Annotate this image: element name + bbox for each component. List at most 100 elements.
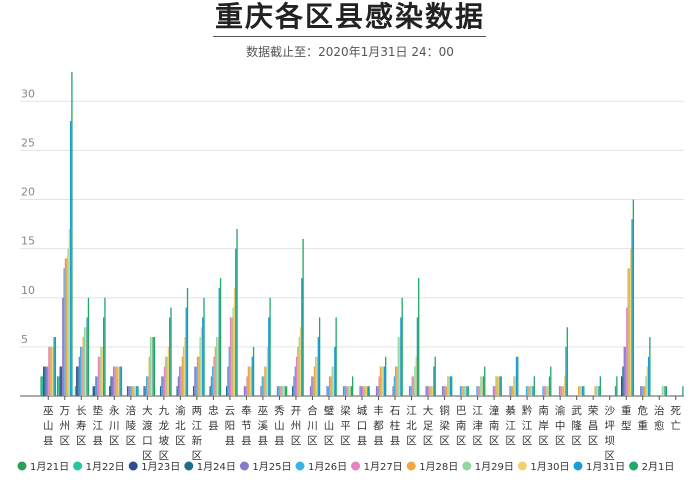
x-tick-label: 口 xyxy=(357,420,368,432)
x-tick-label: 江 xyxy=(472,405,483,417)
x-tick-label: 柱 xyxy=(390,419,401,432)
x-tick-label: 陵 xyxy=(126,420,137,432)
bar xyxy=(415,356,417,396)
bar xyxy=(583,386,585,396)
bar xyxy=(327,386,329,396)
bar xyxy=(614,386,617,396)
bar xyxy=(364,386,366,396)
bar xyxy=(529,386,532,396)
x-tick-label: 坪 xyxy=(604,419,615,432)
bar xyxy=(532,386,534,396)
bar xyxy=(210,376,213,396)
bar xyxy=(115,366,117,396)
bar xyxy=(262,376,265,396)
bar xyxy=(182,346,185,396)
legend-label: 1月31日 xyxy=(586,461,625,473)
bar xyxy=(180,366,182,396)
bar xyxy=(203,297,205,396)
bar xyxy=(318,317,321,396)
bar xyxy=(312,376,314,396)
x-tick-label: 愈 xyxy=(654,419,665,432)
x-tick-label: 坝 xyxy=(604,434,615,447)
bar xyxy=(466,386,468,396)
x-tick-label: 南 xyxy=(456,419,467,432)
x-tick-label: 区 xyxy=(126,435,137,447)
x-tick-label: 区 xyxy=(489,435,500,447)
bar xyxy=(642,386,645,396)
bar xyxy=(217,337,219,396)
bar xyxy=(400,317,402,396)
bar xyxy=(100,346,102,396)
bar xyxy=(149,337,152,396)
x-tick-label: 隆 xyxy=(571,419,582,432)
bar xyxy=(383,366,386,396)
bar xyxy=(396,366,398,396)
bar xyxy=(213,356,215,396)
x-tick-label: 梁 xyxy=(340,404,351,417)
bar xyxy=(130,386,133,396)
bar xyxy=(104,297,106,396)
x-tick-label: 山 xyxy=(43,420,54,432)
x-tick-label: 区 xyxy=(571,435,582,447)
x-tick-label: 江 xyxy=(505,420,516,432)
x-tick-label: 都 xyxy=(373,420,384,432)
x-tick-label: 南 xyxy=(538,404,549,417)
bar xyxy=(53,337,55,396)
bar xyxy=(283,386,285,396)
bar xyxy=(379,366,382,396)
bar xyxy=(459,386,462,396)
x-tick-label: 武 xyxy=(571,404,582,417)
bar xyxy=(194,366,196,396)
bar xyxy=(114,366,116,396)
bar xyxy=(378,376,380,396)
bar xyxy=(564,376,566,396)
bar xyxy=(83,327,86,396)
bar xyxy=(462,386,464,396)
x-tick-label: 中 xyxy=(555,419,566,432)
bar xyxy=(67,248,69,396)
bar xyxy=(382,366,384,396)
bar xyxy=(630,248,632,396)
bar xyxy=(110,376,112,396)
bar xyxy=(560,386,562,396)
bar xyxy=(344,386,346,396)
bar xyxy=(647,356,650,396)
x-tick-label: 足 xyxy=(423,420,434,432)
x-tick-label: 县 xyxy=(43,435,54,447)
x-tick-label: 治 xyxy=(654,404,665,417)
bar xyxy=(293,376,295,396)
x-tick-label: 寿 xyxy=(76,419,87,432)
bar xyxy=(86,317,88,396)
bar xyxy=(481,376,483,396)
bar xyxy=(663,386,665,396)
bar xyxy=(279,386,281,396)
bar xyxy=(451,376,453,396)
bar xyxy=(40,376,42,396)
bar xyxy=(243,386,246,396)
bar xyxy=(264,366,266,396)
x-tick-label: 县 xyxy=(274,435,285,447)
bar xyxy=(266,346,269,396)
x-tick-label: 县 xyxy=(225,435,236,447)
x-tick-label: 川 xyxy=(109,420,120,432)
bar xyxy=(60,366,63,396)
bar xyxy=(598,386,600,396)
x-tick-label: 永 xyxy=(109,404,120,417)
bar xyxy=(566,327,568,396)
x-tick-label: 岸 xyxy=(538,420,549,432)
legend-marker xyxy=(351,461,361,471)
x-tick-label: 区 xyxy=(472,435,483,447)
bar xyxy=(49,346,51,396)
x-tick-label: 区 xyxy=(439,435,450,447)
bar xyxy=(425,386,427,396)
x-tick-label: 县 xyxy=(241,435,252,447)
bar xyxy=(246,376,248,396)
legend-marker xyxy=(295,461,305,471)
bar xyxy=(219,278,222,396)
bar xyxy=(313,366,316,396)
bar xyxy=(664,386,666,396)
x-tick-label: 江 xyxy=(406,405,417,417)
bar xyxy=(297,346,299,396)
x-tick-label: 区 xyxy=(456,435,467,447)
legend-label: 1月26日 xyxy=(308,461,347,473)
